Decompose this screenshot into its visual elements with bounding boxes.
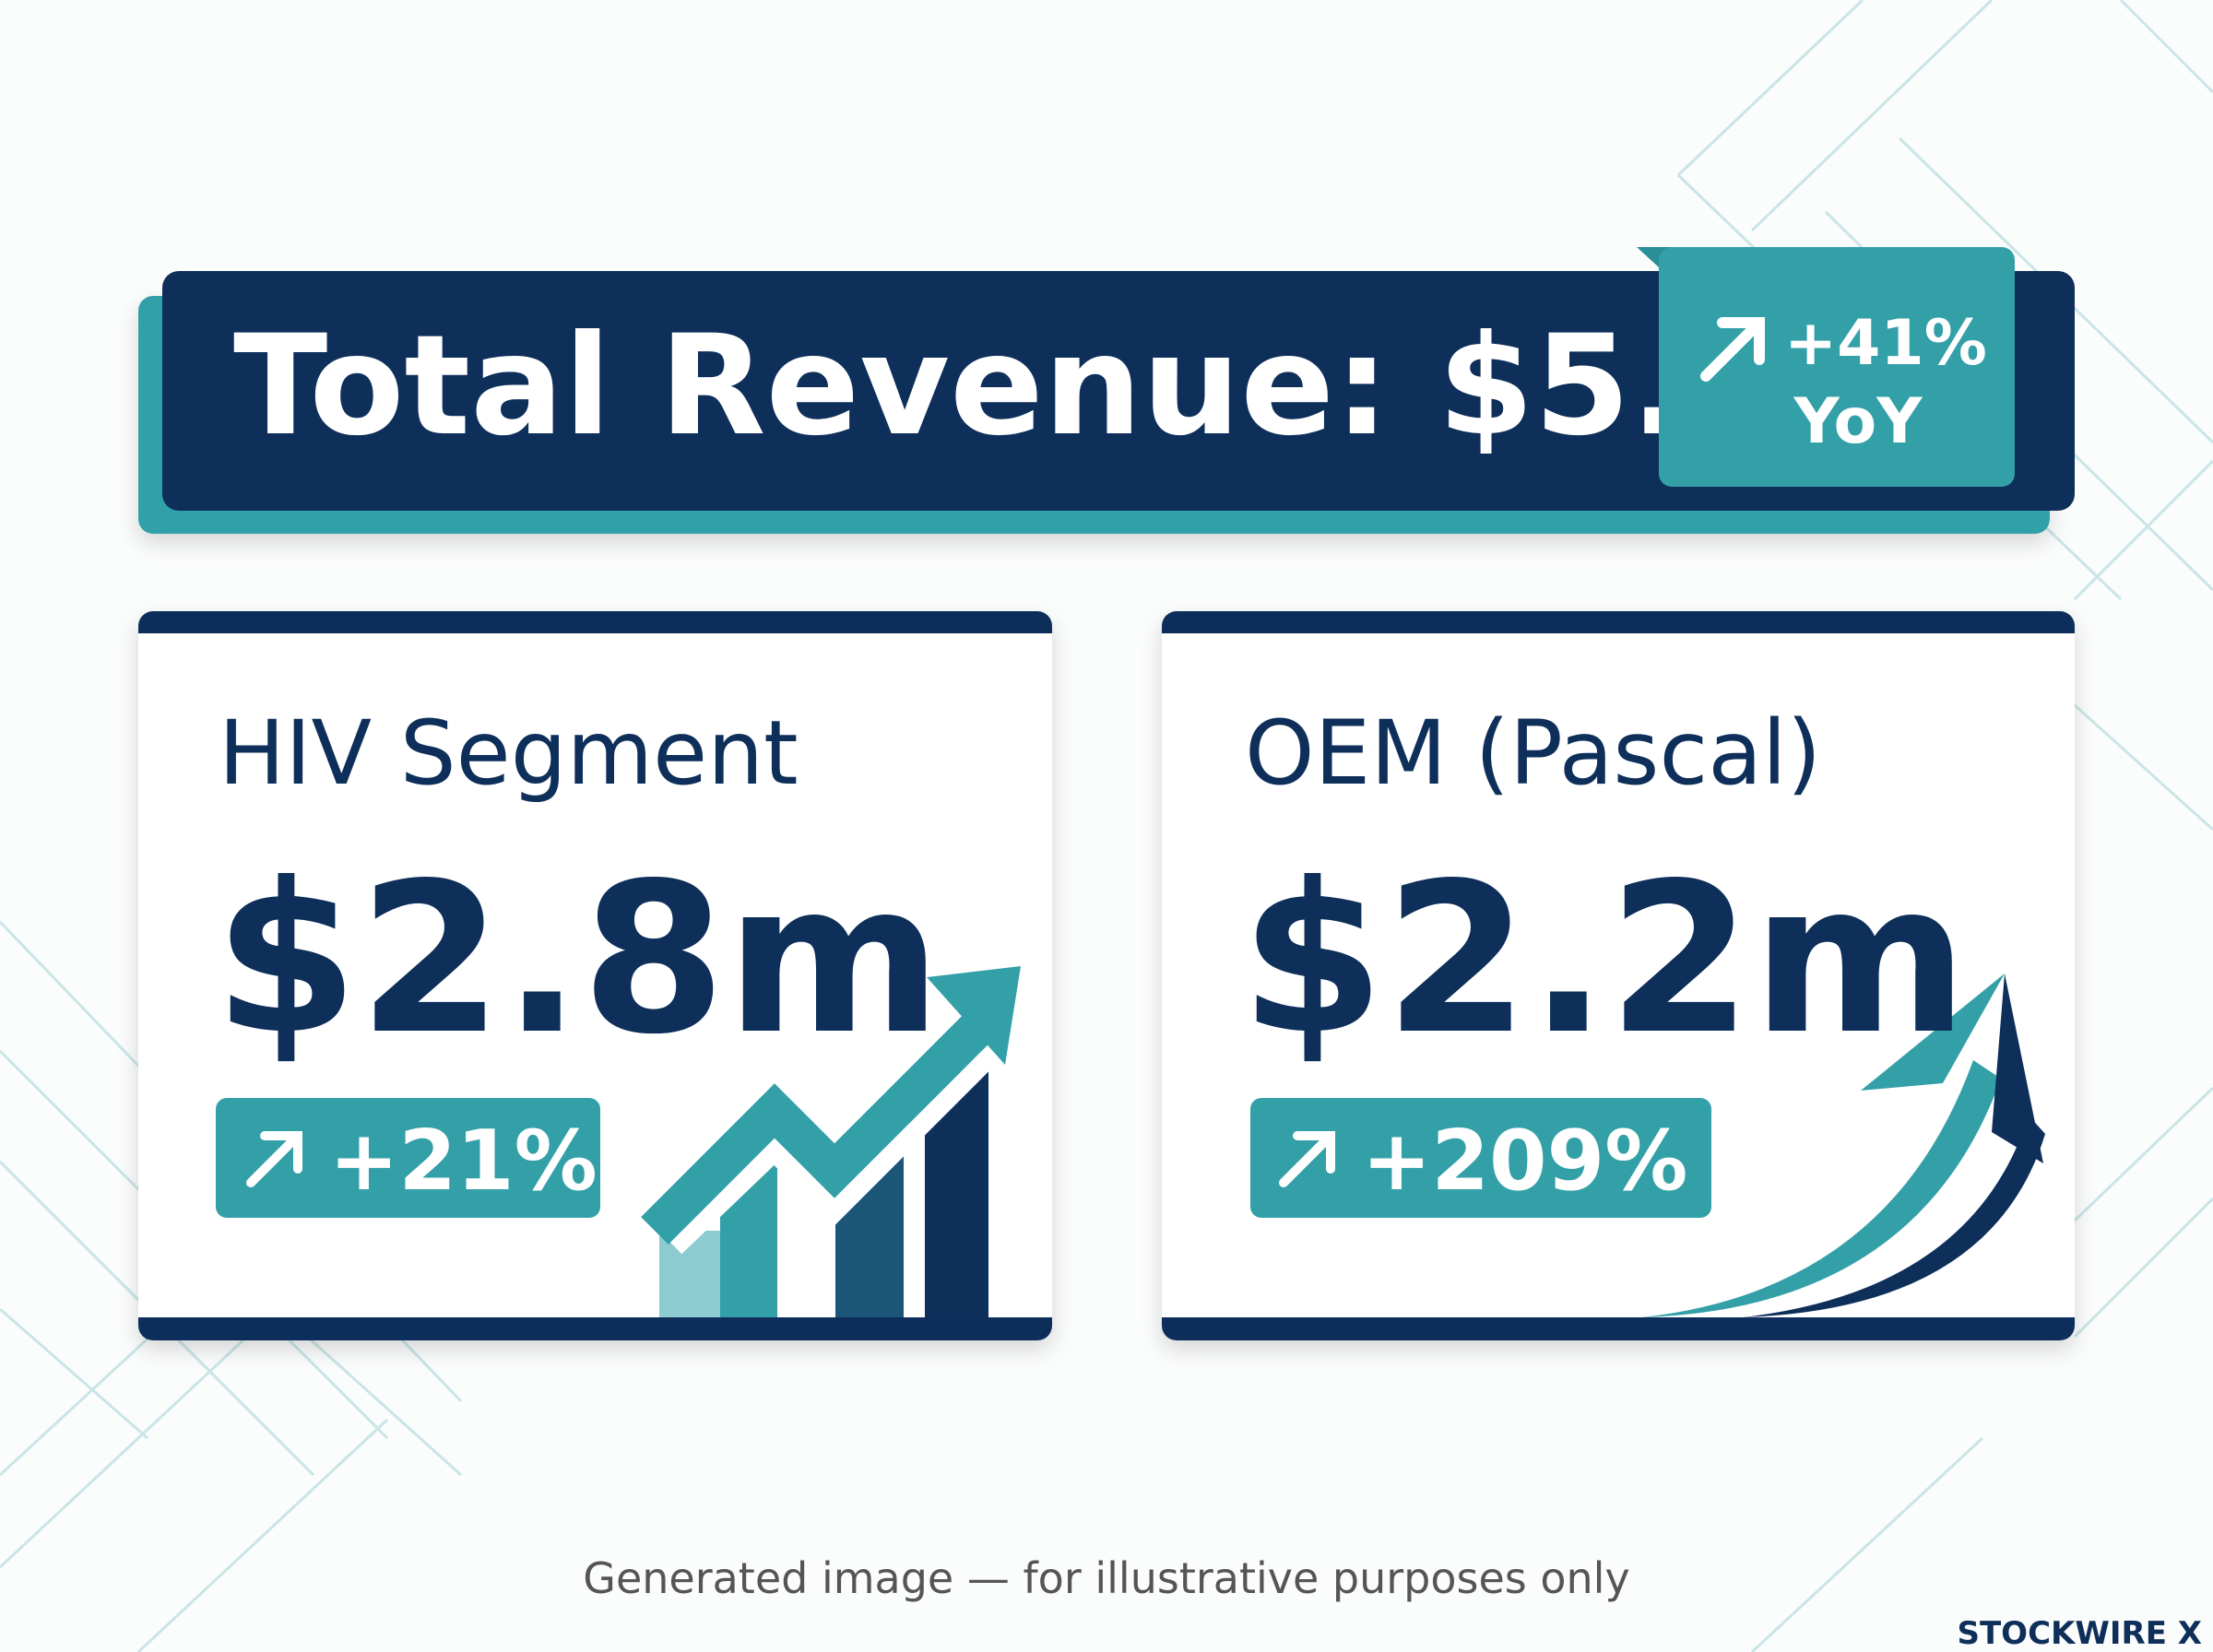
card-value: $2.2m (1240, 839, 1969, 1080)
change-badge (1250, 1098, 1711, 1218)
revenue-banner: Total Revenue: $5.3m +41% YoY (138, 247, 2075, 534)
card-value: $2.8m (214, 839, 942, 1080)
card: OEM (Pascal) $2.2m +209% (1162, 611, 2075, 1340)
card-change: +21% (329, 1113, 598, 1210)
growth-illustration (1641, 974, 2045, 1317)
badge-arrow (1700, 317, 1765, 382)
banner-title: Total Revenue: $5.3m (233, 306, 1923, 466)
badge-period: YoY (1793, 385, 1923, 458)
badge-change: +41% (1784, 307, 1987, 380)
card-change: +209% (1362, 1113, 1687, 1210)
brand: STOCKWIRE X (1958, 1615, 2203, 1652)
change-arrow (246, 1131, 302, 1187)
growth-illustration (636, 966, 1021, 1317)
banner-box (162, 271, 2075, 511)
change-badge (216, 1098, 600, 1218)
card-title: HIV Segment (219, 702, 799, 805)
footer-note: Generated image — for illustrative purpo… (583, 1553, 1629, 1603)
change-arrow (1279, 1131, 1335, 1187)
badge-box (1659, 247, 2015, 487)
card-title: OEM (Pascal) (1245, 702, 1821, 805)
card: HIV Segment $2.8m +21% (138, 611, 1052, 1340)
